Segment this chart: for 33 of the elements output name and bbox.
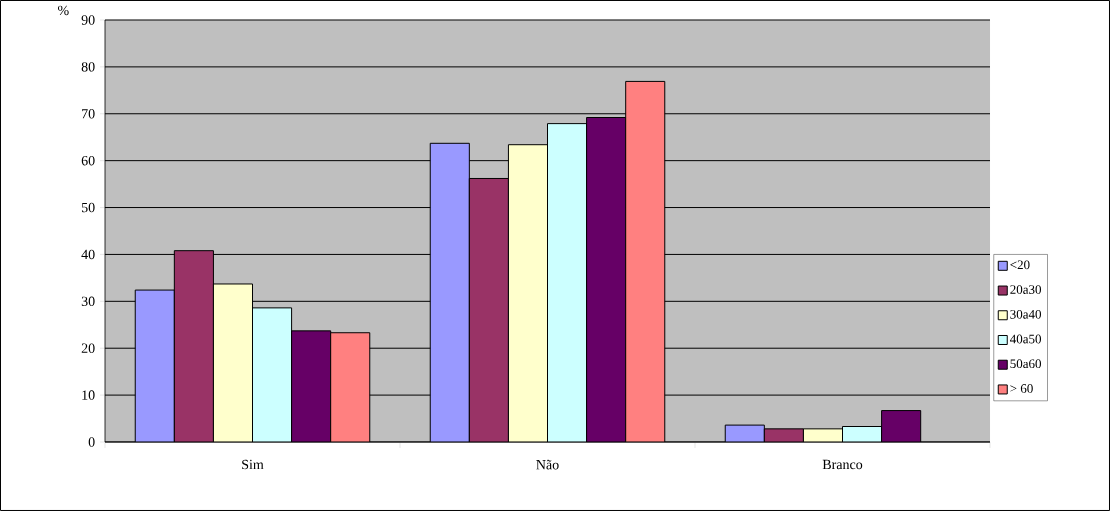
legend-label: 30a40 (1010, 309, 1042, 319)
y-tick-label: 80 (81, 62, 95, 72)
bar (252, 307, 293, 442)
bar (212, 283, 254, 442)
y-tick-label: 0 (88, 437, 95, 447)
y-tick-label: 70 (82, 109, 95, 119)
legend-label: 50a60 (1010, 359, 1042, 369)
y-tick-label: 40 (81, 249, 95, 260)
bar (468, 177, 509, 442)
y-axis-title: % (57, 5, 69, 16)
bar (330, 332, 371, 442)
bar (586, 117, 627, 442)
x-tick-label: Branco (822, 459, 863, 470)
y-tick-label: 20 (81, 343, 95, 353)
bar (507, 144, 549, 442)
bar (134, 289, 175, 442)
bar (291, 330, 332, 442)
x-tick-label: Sim (242, 459, 264, 470)
legend-label: > 60 (1010, 384, 1033, 393)
bar (547, 123, 588, 442)
bar (881, 410, 922, 442)
y-tick-label: 10 (82, 390, 95, 400)
bar (173, 250, 214, 442)
legend-label: 20a30 (1010, 285, 1042, 294)
legend-label: <20 (1010, 260, 1030, 270)
x-tick-label: Não (536, 459, 559, 470)
y-tick-label: 30 (81, 296, 95, 307)
y-tick-label: 60 (81, 155, 95, 166)
bar (625, 80, 666, 442)
y-tick-label: 90 (81, 15, 95, 25)
bar (429, 142, 470, 442)
legend-label: 40a50 (1009, 334, 1042, 344)
y-tick-label: 50 (81, 202, 95, 213)
